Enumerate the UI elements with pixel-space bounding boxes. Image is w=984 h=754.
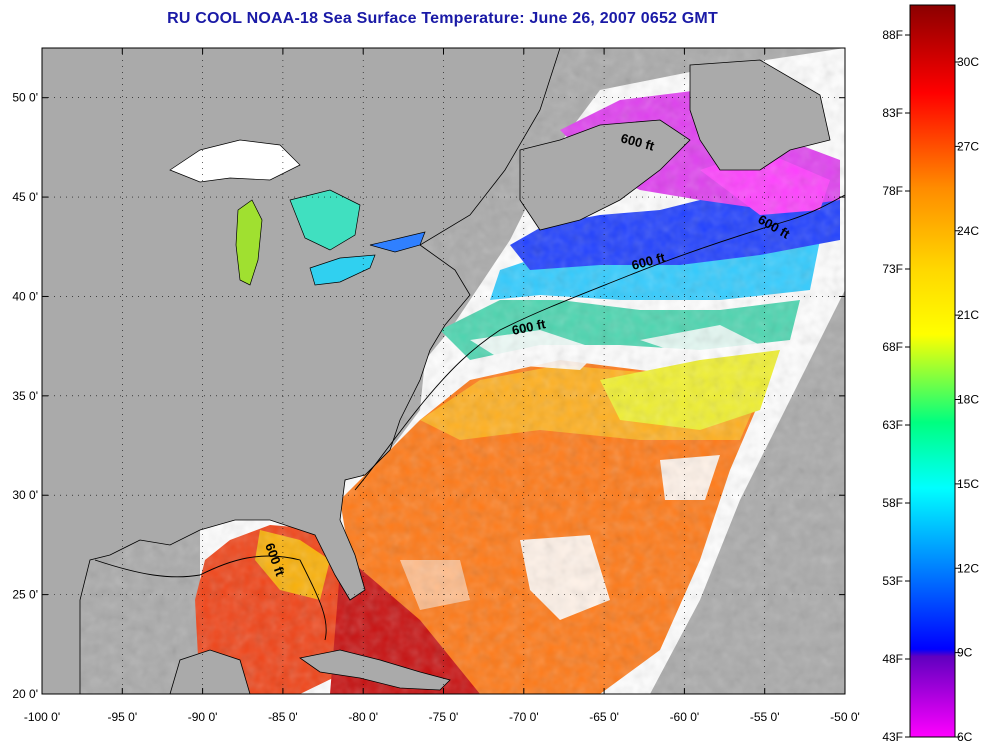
lon-tick-label: -80 0' (348, 710, 378, 724)
lon-tick-label: -55 0' (750, 710, 780, 724)
colorbar-gradient (909, 4, 956, 738)
colorbar-f-label: 53F (882, 574, 903, 588)
isobath-contours (94, 194, 845, 641)
colorbar-c-label: 21C (957, 308, 979, 322)
lon-tick-label: -100 0' (24, 710, 60, 724)
colorbar-f-label: 88F (882, 28, 903, 42)
lat-tick-label: 35 0' (12, 389, 38, 403)
newfoundland-land (689, 59, 831, 171)
colorbar-c-label: 15C (957, 477, 979, 491)
lon-tick-label: -70 0' (509, 710, 539, 724)
lon-tick-label: -60 0' (670, 710, 700, 724)
lake-ontario (369, 231, 426, 253)
lake-erie (309, 254, 376, 286)
colorbar-f-label: 68F (882, 340, 903, 354)
fahrenheit-labels: 88F 83F 78F 73F 68F 63F 58F 53F 48F 43F (882, 28, 910, 744)
colorbar-f-label: 73F (882, 262, 903, 276)
celsius-labels: 30C 27C 24C 21C 18C 15C 12C 9C 6C (955, 55, 979, 744)
maritimes-land (519, 119, 691, 231)
lon-tick-label: -95 0' (107, 710, 137, 724)
colorbar-c-label: 6C (957, 730, 973, 744)
lat-tick-label: 50 0' (12, 91, 38, 105)
colorbar-c-label: 9C (957, 646, 973, 660)
colorbar-c-label: 18C (957, 393, 979, 407)
lon-tick-label: -65 0' (589, 710, 619, 724)
lat-tick-label: 25 0' (12, 588, 38, 602)
lake-michigan (235, 199, 263, 286)
yucatan-land (169, 649, 251, 694)
colorbar-f-label: 48F (882, 652, 903, 666)
gulf-isobath (94, 555, 327, 641)
lat-tick-label: 40 0' (12, 289, 38, 303)
lon-tick-label: -50 0' (830, 710, 860, 724)
cuba-land (299, 649, 451, 691)
colorbar-c-label: 12C (957, 561, 979, 575)
lon-tick-label: -90 0' (188, 710, 218, 724)
latitude-axis: 20 0' 25 0' 30 0' 35 0' 40 0' 45 0' 50 0' (12, 91, 845, 701)
lat-tick-label: 30 0' (12, 488, 38, 502)
colorbar-f-label: 58F (882, 496, 903, 510)
colorbar-f-label: 63F (882, 418, 903, 432)
lon-tick-label: -75 0' (429, 710, 459, 724)
colorbar-f-label: 83F (882, 106, 903, 120)
colorbar-f-label: 78F (882, 184, 903, 198)
map-title: RU COOL NOAA-18 Sea Surface Temperature:… (167, 10, 718, 27)
colorbar-c-label: 30C (957, 55, 979, 69)
longitude-axis: -100 0' -95 0' -90 0' -85 0' -80 0' -75 0' -70… (24, 48, 860, 724)
lat-tick-label: 20 0' (12, 687, 38, 701)
land-mask (42, 48, 831, 694)
lake-huron (289, 189, 361, 251)
temperature-colorbar: 88F 83F 78F 73F 68F 63F 58F 53F 48F 43F 30C 27C 24C… (882, 4, 979, 744)
colorbar-c-label: 24C (957, 224, 979, 238)
colorbar-f-label: 43F (882, 730, 903, 744)
north-america-land (42, 48, 561, 694)
colorbar-c-label: 27C (957, 139, 979, 153)
atlantic-isobath (354, 194, 845, 491)
lon-tick-label: -85 0' (268, 710, 298, 724)
lat-tick-label: 45 0' (12, 190, 38, 204)
map-plot-area: 600 ft 600 ft 600 ft 600 ft 600 ft (42, 48, 845, 694)
contour-label: 600 ft (511, 316, 548, 338)
